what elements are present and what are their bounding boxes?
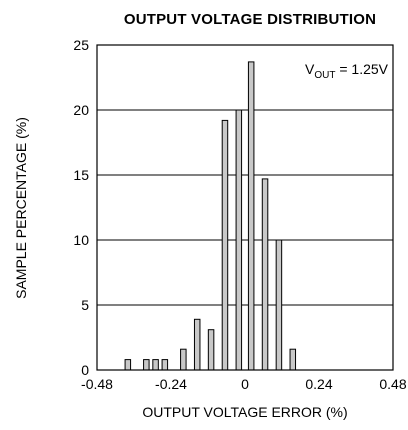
histogram-bar (207, 329, 215, 371)
y-tick-label: 25 (73, 37, 89, 53)
x-tick-label: -0.48 (81, 376, 113, 392)
y-tick-label: 10 (73, 232, 89, 248)
annotation-v: V (305, 61, 315, 77)
x-tick-label: 0.48 (379, 376, 406, 392)
histogram-bar (261, 178, 269, 371)
annotation-vout: VOUT = 1.25V (305, 61, 389, 81)
x-tick-label: -0.24 (155, 376, 187, 392)
histogram-bar (180, 348, 187, 371)
y-axis-label: SAMPLE PERCENTAGE (%) (13, 117, 29, 299)
histogram-bar (193, 318, 201, 371)
histogram-bar (143, 359, 150, 371)
histogram-bar (152, 359, 159, 371)
bars (124, 61, 297, 371)
histogram-bar (161, 359, 169, 371)
y-gridlines (97, 109, 393, 306)
x-tick-labels: -0.48 -0.24 0 0.24 0.48 (81, 376, 407, 392)
y-tick-labels: 0 5 10 15 20 25 (73, 37, 89, 378)
plot-frame (96, 44, 394, 371)
y-tick-label: 5 (81, 297, 89, 313)
y-tick-label: 20 (73, 102, 89, 118)
y-tick-label: 15 (73, 167, 89, 183)
annotation-rest: = 1.25V (335, 61, 388, 77)
histogram-bar (247, 61, 255, 371)
histogram-bar (275, 239, 283, 371)
y-tick-label: 0 (81, 362, 89, 378)
annotation-sub: OUT (314, 70, 335, 81)
chart-title: OUTPUT VOLTAGE DISTRIBUTION (124, 11, 376, 28)
x-tick-label: 0.24 (305, 376, 332, 392)
x-tick-label: 0 (241, 376, 249, 392)
histogram-bar (235, 109, 243, 371)
histogram-bar (124, 359, 132, 371)
histogram-bar (221, 119, 229, 371)
histogram-bar (289, 348, 297, 371)
x-axis-label: OUTPUT VOLTAGE ERROR (%) (142, 404, 347, 420)
